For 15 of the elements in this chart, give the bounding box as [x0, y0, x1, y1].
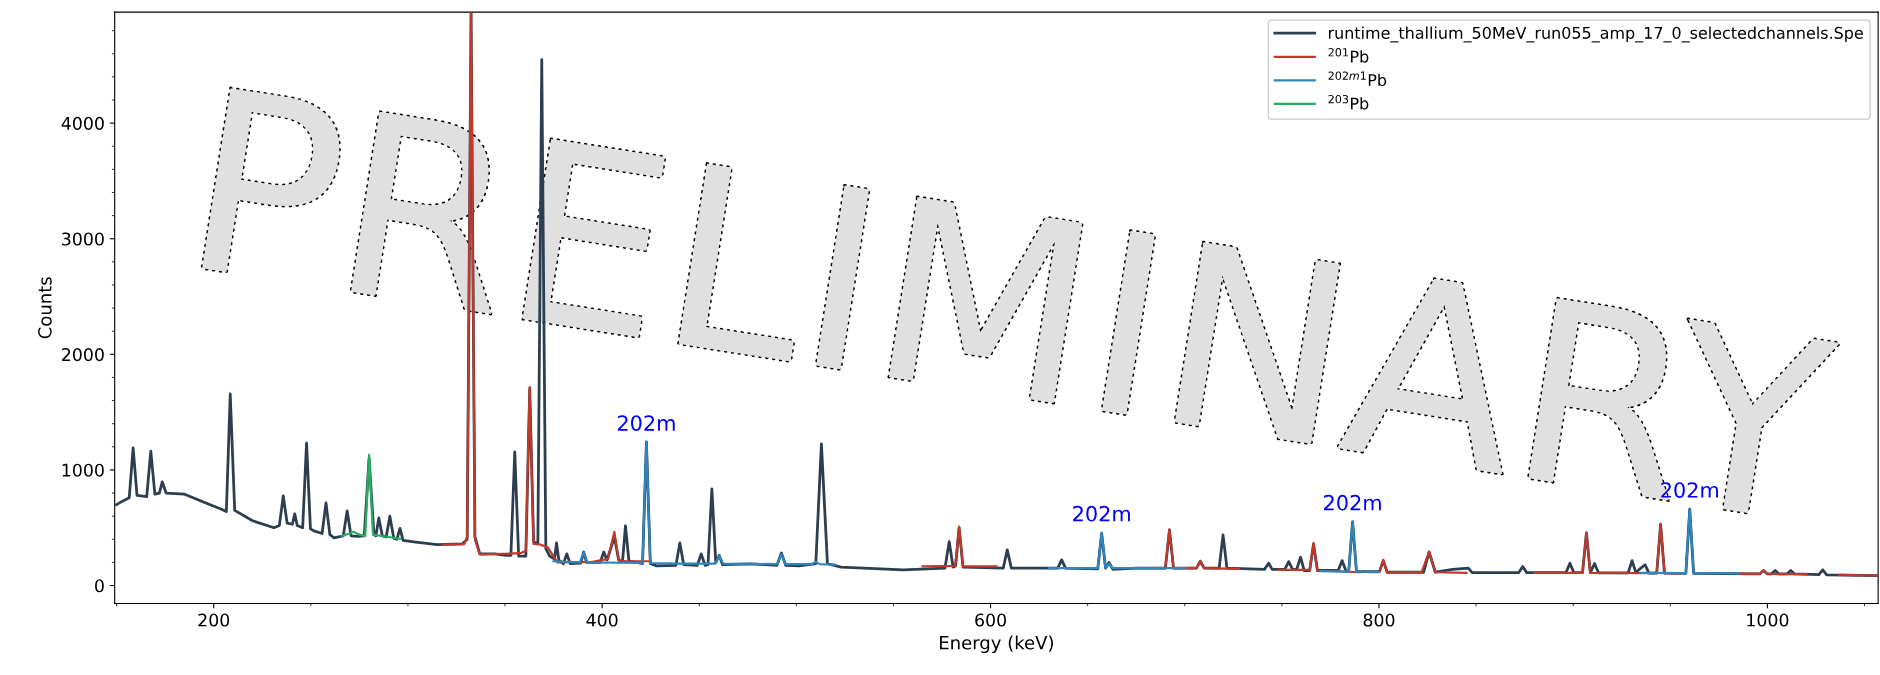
- x-axis-title: Energy (keV): [940, 635, 1053, 653]
- y-tick-label: 3000: [62, 232, 104, 246]
- x-tick-label: 800: [1363, 613, 1395, 627]
- x-tick-label: 600: [975, 613, 1006, 627]
- y-tick-label: 1000: [62, 463, 104, 477]
- x-tick-label: 200: [198, 613, 230, 627]
- y-tick-label: 4000: [61, 116, 104, 130]
- y-axis-title: Counts: [38, 277, 52, 339]
- legend-label: $^{201}$Pb: [1328, 48, 1369, 63]
- y-tick-label: 2000: [62, 348, 104, 362]
- legend-label: $^{202m1}$Pb: [1328, 71, 1387, 87]
- y-tick-label: 0: [95, 579, 104, 593]
- legend-label: runtime_thallium_50MeV_run055_amp_17_0_selectedchannels.Spe: [1328, 26, 1863, 43]
- x-tick-label: 400: [586, 613, 618, 627]
- x-tick-label: 1000: [1747, 613, 1789, 627]
